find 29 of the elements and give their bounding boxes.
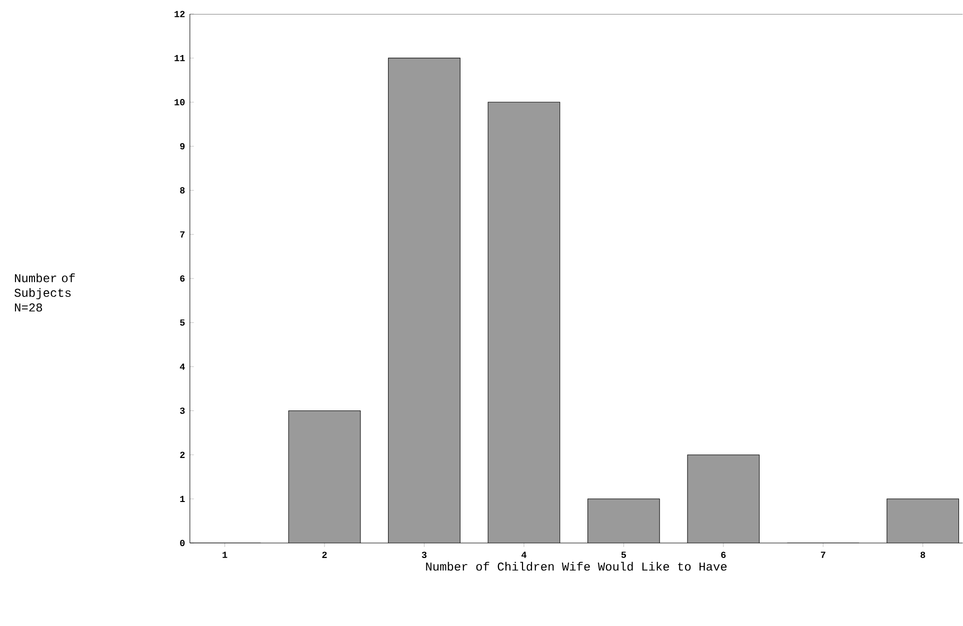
bar bbox=[688, 455, 760, 544]
y-tick-label: 1 bbox=[180, 496, 185, 502]
text: Number of Subjects N=28 bbox=[14, 274, 75, 312]
y-tick-label: 10 bbox=[174, 99, 185, 106]
x-tick-label: 1 bbox=[222, 552, 228, 558]
y-tick-label: 2 bbox=[180, 452, 185, 458]
y-tick-label: 5 bbox=[180, 320, 185, 326]
x-tick-label: 3 bbox=[422, 552, 427, 558]
y-tick-label: 12 bbox=[174, 11, 185, 18]
y-tick-label: 4 bbox=[180, 364, 185, 370]
x-axis-title: Number of Children Wife Would Like to Have bbox=[426, 562, 727, 571]
y-tick-label: 3 bbox=[180, 408, 185, 414]
y-tick-label: 11 bbox=[174, 55, 185, 62]
x-tick-label: 8 bbox=[920, 552, 926, 558]
y-tick-label: 0 bbox=[180, 540, 185, 546]
x-tick-label: 5 bbox=[621, 552, 626, 558]
x-tick-label: 2 bbox=[322, 552, 327, 558]
bar bbox=[588, 499, 660, 544]
bar bbox=[388, 58, 460, 544]
x-tick-label: 4 bbox=[521, 552, 526, 558]
y-tick-label: 8 bbox=[180, 187, 185, 194]
bar bbox=[288, 410, 360, 544]
y-tick-label: 9 bbox=[180, 143, 185, 150]
bar bbox=[886, 498, 960, 544]
bar bbox=[488, 102, 560, 544]
y-tick-label: 7 bbox=[180, 232, 185, 238]
y-tick-label: 6 bbox=[180, 276, 185, 282]
x-tick-label: 7 bbox=[820, 552, 826, 558]
x-tick-label: 6 bbox=[721, 552, 726, 558]
